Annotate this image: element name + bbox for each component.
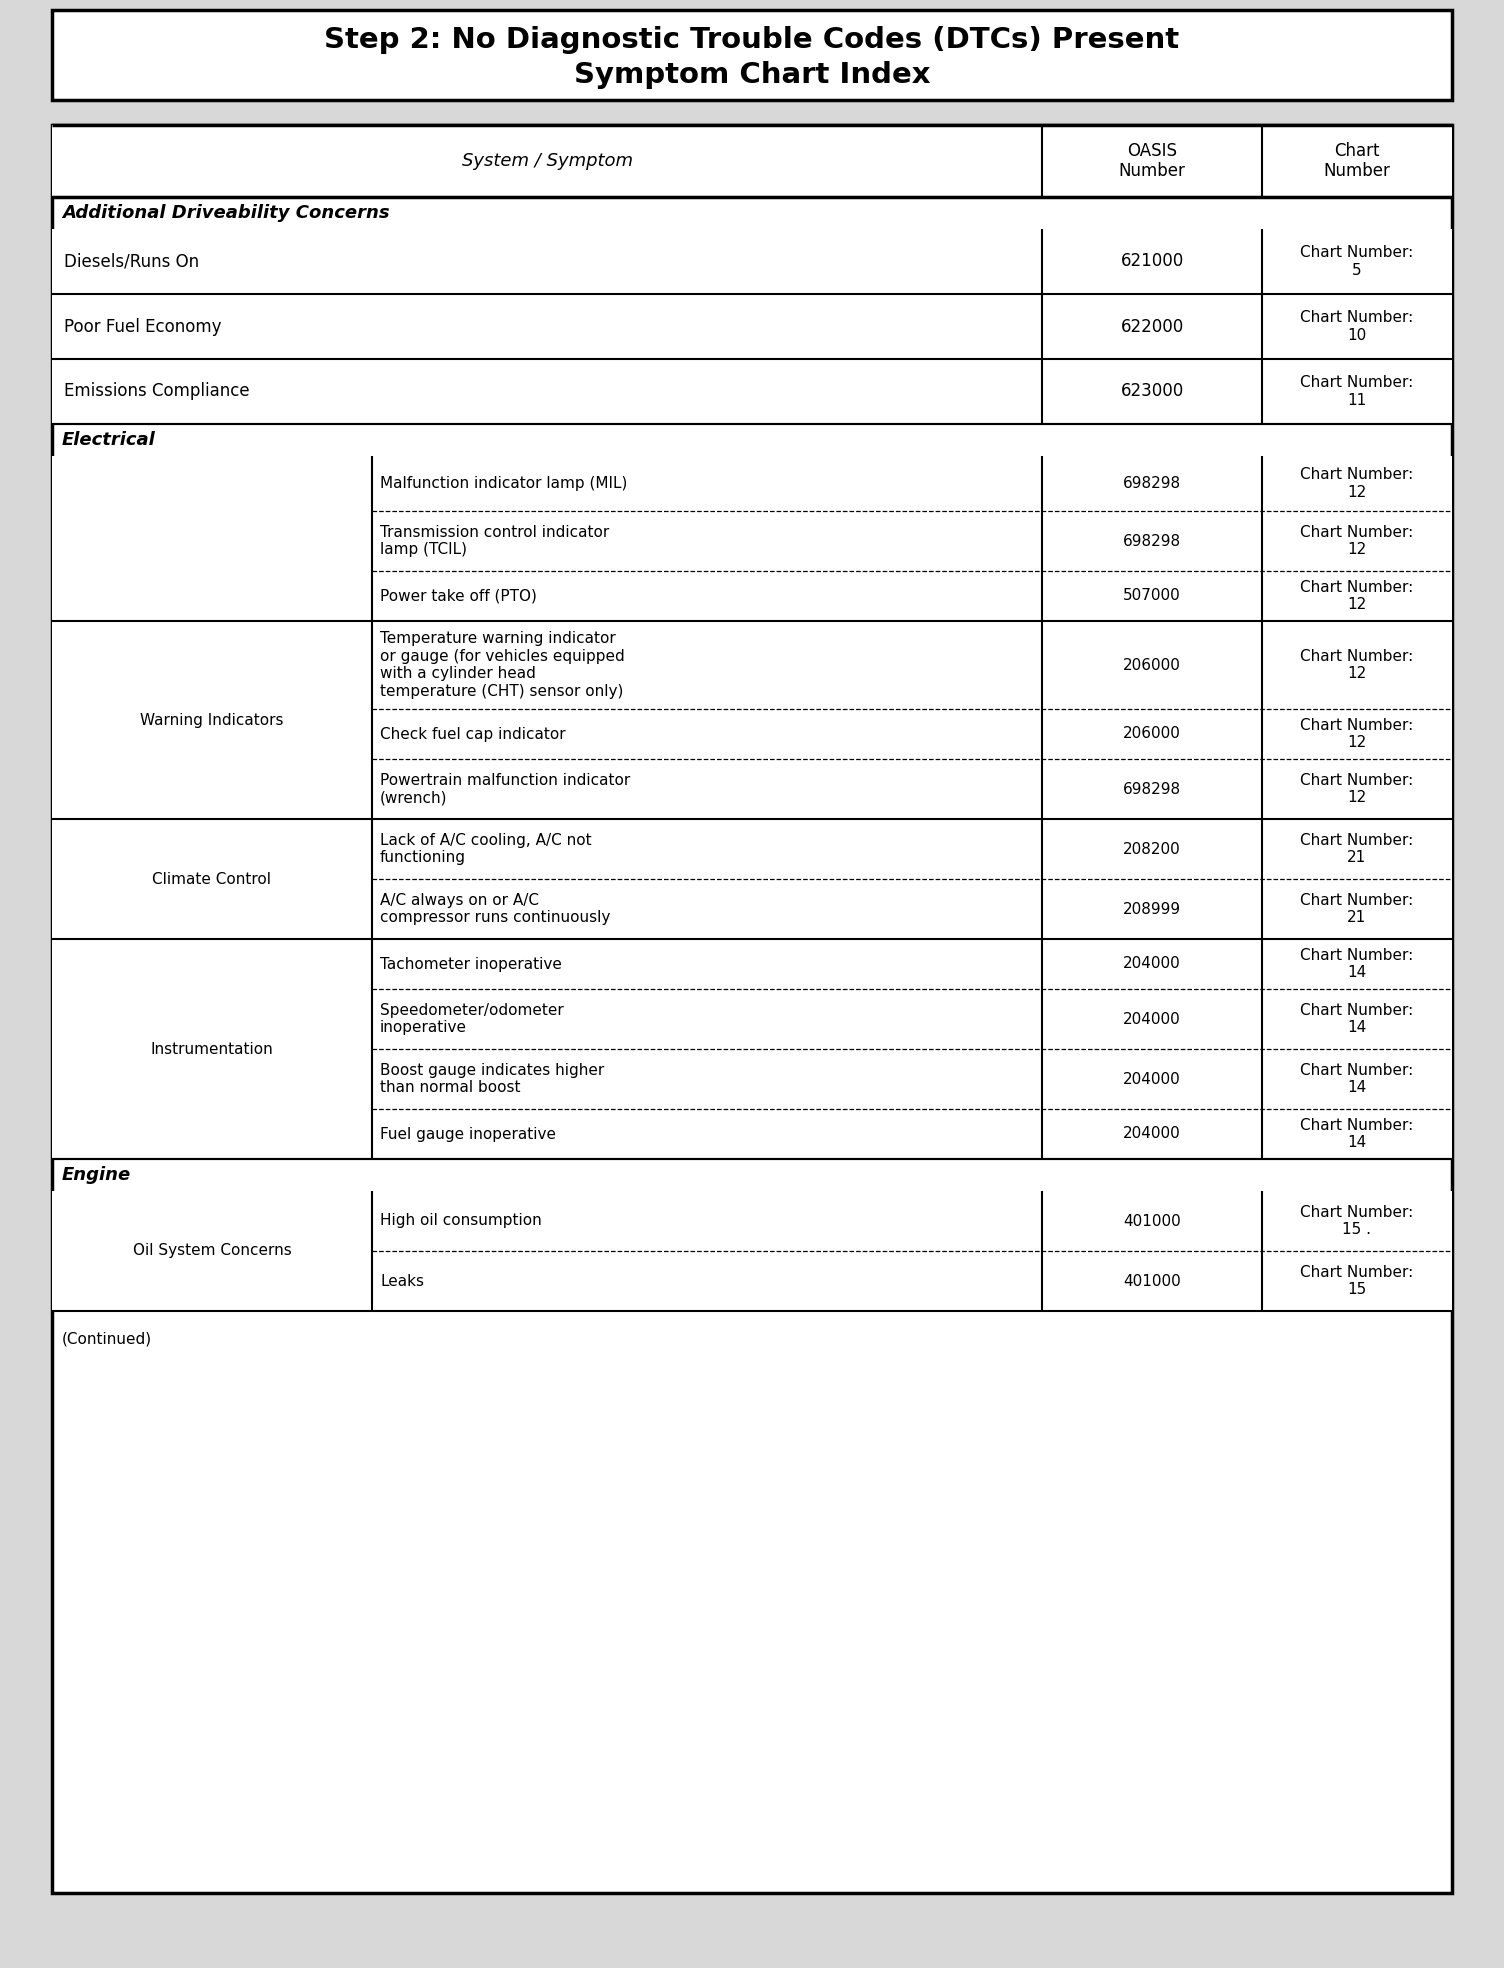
Text: Chart Number:
14: Chart Number: 14	[1301, 949, 1414, 980]
Text: Check fuel cap indicator: Check fuel cap indicator	[381, 726, 566, 742]
Text: 208200: 208200	[1123, 842, 1181, 856]
Text: Diesels/Runs On: Diesels/Runs On	[65, 252, 199, 270]
Text: 204000: 204000	[1123, 1012, 1181, 1027]
Text: Boost gauge indicates higher
than normal boost: Boost gauge indicates higher than normal…	[381, 1063, 605, 1096]
Text: Powertrain malfunction indicator
(wrench): Powertrain malfunction indicator (wrench…	[381, 773, 630, 805]
Text: 204000: 204000	[1123, 1071, 1181, 1086]
Text: 621000: 621000	[1120, 252, 1184, 270]
Bar	[53, 10, 1451, 100]
Bar	[53, 228, 1451, 293]
Text: Tachometer inoperative: Tachometer inoperative	[381, 956, 562, 972]
Text: Step 2: No Diagnostic Trouble Codes (DTCs) Present: Step 2: No Diagnostic Trouble Codes (DTC…	[325, 26, 1179, 53]
Text: Chart Number:
14: Chart Number: 14	[1301, 1004, 1414, 1035]
Text: Poor Fuel Economy: Poor Fuel Economy	[65, 317, 221, 335]
Text: 622000: 622000	[1120, 317, 1184, 335]
Text: Chart Number:
15: Chart Number: 15	[1301, 1265, 1414, 1297]
Text: Chart Number:
10: Chart Number: 10	[1301, 311, 1414, 342]
Text: 204000: 204000	[1123, 956, 1181, 972]
Text: Engine: Engine	[62, 1165, 131, 1185]
Text: 204000: 204000	[1123, 1126, 1181, 1141]
Text: 208999: 208999	[1123, 901, 1181, 917]
Text: Speedometer/odometer
inoperative: Speedometer/odometer inoperative	[381, 1004, 564, 1035]
Bar	[53, 939, 1451, 1159]
Text: Chart Number:
12: Chart Number: 12	[1301, 718, 1414, 750]
Text: 401000: 401000	[1123, 1273, 1181, 1289]
Text: Climate Control: Climate Control	[152, 872, 272, 886]
Text: 698298: 698298	[1123, 533, 1181, 549]
Text: Chart Number:
5: Chart Number: 5	[1301, 246, 1414, 277]
Text: Malfunction indicator lamp (MIL): Malfunction indicator lamp (MIL)	[381, 476, 627, 490]
Text: Chart Number:
14: Chart Number: 14	[1301, 1118, 1414, 1149]
Text: Instrumentation: Instrumentation	[150, 1041, 274, 1057]
Text: (Continued): (Continued)	[62, 1332, 152, 1346]
Text: Emissions Compliance: Emissions Compliance	[65, 382, 250, 401]
Text: 698298: 698298	[1123, 476, 1181, 490]
Text: Lack of A/C cooling, A/C not
functioning: Lack of A/C cooling, A/C not functioning	[381, 832, 591, 866]
Text: Additional Driveability Concerns: Additional Driveability Concerns	[62, 205, 390, 222]
Text: 206000: 206000	[1123, 726, 1181, 742]
Text: Chart Number:
12: Chart Number: 12	[1301, 466, 1414, 500]
Text: 206000: 206000	[1123, 657, 1181, 673]
Text: Chart
Number: Chart Number	[1324, 142, 1390, 181]
Text: Chart Number:
11: Chart Number: 11	[1301, 376, 1414, 407]
Text: Chart Number:
12: Chart Number: 12	[1301, 525, 1414, 557]
Text: Chart Number:
12: Chart Number: 12	[1301, 581, 1414, 612]
Text: 623000: 623000	[1120, 382, 1184, 401]
Bar	[53, 358, 1451, 423]
Text: Oil System Concerns: Oil System Concerns	[132, 1244, 292, 1258]
Text: Transmission control indicator
lamp (TCIL): Transmission control indicator lamp (TCI…	[381, 525, 609, 557]
Text: Warning Indicators: Warning Indicators	[140, 712, 284, 728]
Text: OASIS
Number: OASIS Number	[1119, 142, 1185, 181]
Bar	[53, 819, 1451, 939]
Text: Electrical: Electrical	[62, 431, 156, 449]
Text: Fuel gauge inoperative: Fuel gauge inoperative	[381, 1126, 556, 1141]
Text: Chart Number:
21: Chart Number: 21	[1301, 893, 1414, 925]
Text: Leaks: Leaks	[381, 1273, 424, 1289]
Text: System / Symptom: System / Symptom	[462, 152, 633, 169]
Bar	[53, 457, 1451, 622]
Text: Power take off (PTO): Power take off (PTO)	[381, 588, 537, 604]
Text: High oil consumption: High oil consumption	[381, 1214, 541, 1228]
Bar	[53, 126, 1451, 1893]
Text: 698298: 698298	[1123, 781, 1181, 797]
Text: 507000: 507000	[1123, 588, 1181, 604]
Text: Chart Number:
12: Chart Number: 12	[1301, 773, 1414, 805]
Text: Chart Number:
14: Chart Number: 14	[1301, 1063, 1414, 1096]
Bar	[53, 126, 1451, 197]
Bar	[53, 293, 1451, 358]
Text: Chart Number:
12: Chart Number: 12	[1301, 649, 1414, 681]
Text: A/C always on or A/C
compressor runs continuously: A/C always on or A/C compressor runs con…	[381, 893, 611, 925]
Text: Chart Number:
15 .: Chart Number: 15 .	[1301, 1204, 1414, 1238]
Text: Symptom Chart Index: Symptom Chart Index	[573, 61, 931, 89]
Bar	[53, 1191, 1451, 1311]
Text: Temperature warning indicator
or gauge (for vehicles equipped
with a cylinder he: Temperature warning indicator or gauge (…	[381, 632, 624, 699]
Bar	[53, 622, 1451, 819]
Text: 401000: 401000	[1123, 1214, 1181, 1228]
Text: Chart Number:
21: Chart Number: 21	[1301, 832, 1414, 866]
